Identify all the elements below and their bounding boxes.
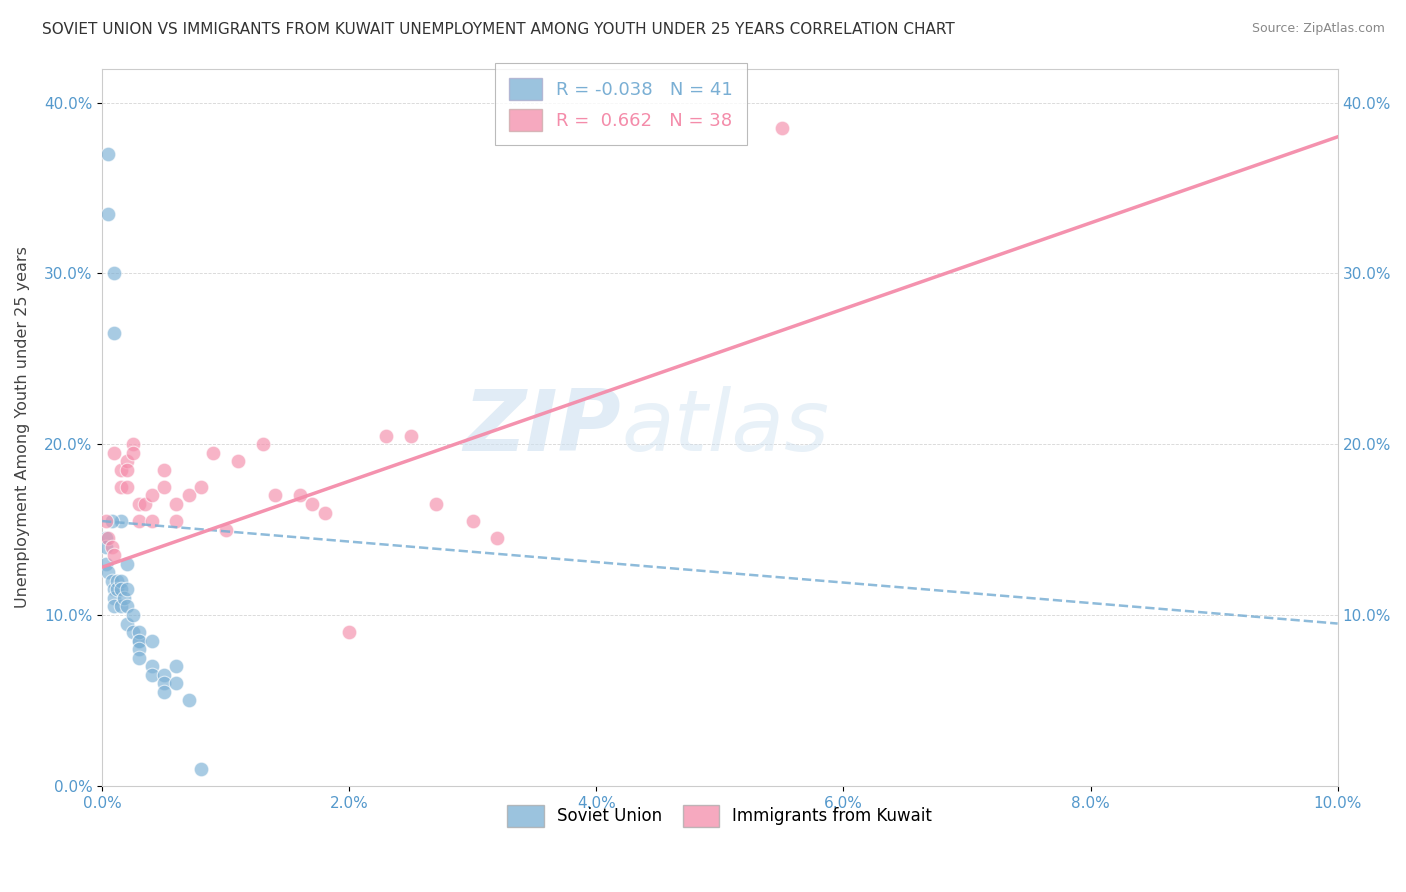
Point — [94, 514, 117, 528]
Point — [461, 514, 484, 528]
Point — [252, 437, 274, 451]
Point — [110, 463, 132, 477]
Point — [337, 625, 360, 640]
Point — [165, 514, 187, 528]
Point — [110, 582, 132, 597]
Point — [122, 607, 145, 622]
Point — [165, 659, 187, 673]
Point — [141, 659, 163, 673]
Point — [165, 497, 187, 511]
Text: atlas: atlas — [621, 385, 830, 468]
Point — [112, 591, 135, 605]
Point — [115, 582, 138, 597]
Point — [226, 454, 249, 468]
Point — [97, 531, 120, 545]
Point — [301, 497, 323, 511]
Point — [105, 582, 128, 597]
Point — [115, 454, 138, 468]
Point — [128, 497, 150, 511]
Point — [141, 514, 163, 528]
Point — [110, 480, 132, 494]
Point — [103, 267, 125, 281]
Point — [128, 633, 150, 648]
Point — [94, 557, 117, 571]
Point — [128, 514, 150, 528]
Point — [97, 566, 120, 580]
Point — [115, 616, 138, 631]
Text: Source: ZipAtlas.com: Source: ZipAtlas.com — [1251, 22, 1385, 36]
Y-axis label: Unemployment Among Youth under 25 years: Unemployment Among Youth under 25 years — [15, 246, 30, 608]
Point — [141, 667, 163, 681]
Point — [190, 762, 212, 776]
Point — [115, 480, 138, 494]
Point — [103, 548, 125, 562]
Text: ZIP: ZIP — [464, 385, 621, 468]
Point — [122, 625, 145, 640]
Point — [115, 599, 138, 614]
Point — [101, 540, 124, 554]
Point — [770, 121, 793, 136]
Point — [103, 446, 125, 460]
Point — [141, 633, 163, 648]
Point — [94, 531, 117, 545]
Point — [122, 437, 145, 451]
Point — [101, 514, 124, 528]
Text: SOVIET UNION VS IMMIGRANTS FROM KUWAIT UNEMPLOYMENT AMONG YOUTH UNDER 25 YEARS C: SOVIET UNION VS IMMIGRANTS FROM KUWAIT U… — [42, 22, 955, 37]
Point — [103, 591, 125, 605]
Point — [115, 557, 138, 571]
Point — [128, 642, 150, 657]
Point — [177, 488, 200, 502]
Point — [399, 428, 422, 442]
Point — [110, 599, 132, 614]
Point — [103, 599, 125, 614]
Point — [128, 633, 150, 648]
Point — [153, 480, 176, 494]
Point — [288, 488, 311, 502]
Point — [314, 506, 336, 520]
Point — [94, 540, 117, 554]
Point — [105, 574, 128, 588]
Point — [177, 693, 200, 707]
Point — [103, 326, 125, 341]
Point — [128, 625, 150, 640]
Point — [101, 574, 124, 588]
Point — [153, 463, 176, 477]
Point — [103, 582, 125, 597]
Point — [122, 446, 145, 460]
Point — [110, 574, 132, 588]
Point — [190, 480, 212, 494]
Point — [375, 428, 398, 442]
Point — [141, 488, 163, 502]
Legend: Soviet Union, Immigrants from Kuwait: Soviet Union, Immigrants from Kuwait — [499, 797, 941, 835]
Point — [486, 531, 509, 545]
Point — [115, 463, 138, 477]
Point — [215, 523, 238, 537]
Point — [110, 514, 132, 528]
Point — [165, 676, 187, 690]
Point — [425, 497, 447, 511]
Point — [153, 685, 176, 699]
Point — [153, 676, 176, 690]
Point — [202, 446, 225, 460]
Point — [128, 650, 150, 665]
Point — [97, 147, 120, 161]
Point — [134, 497, 156, 511]
Point — [153, 667, 176, 681]
Point — [97, 207, 120, 221]
Point — [264, 488, 287, 502]
